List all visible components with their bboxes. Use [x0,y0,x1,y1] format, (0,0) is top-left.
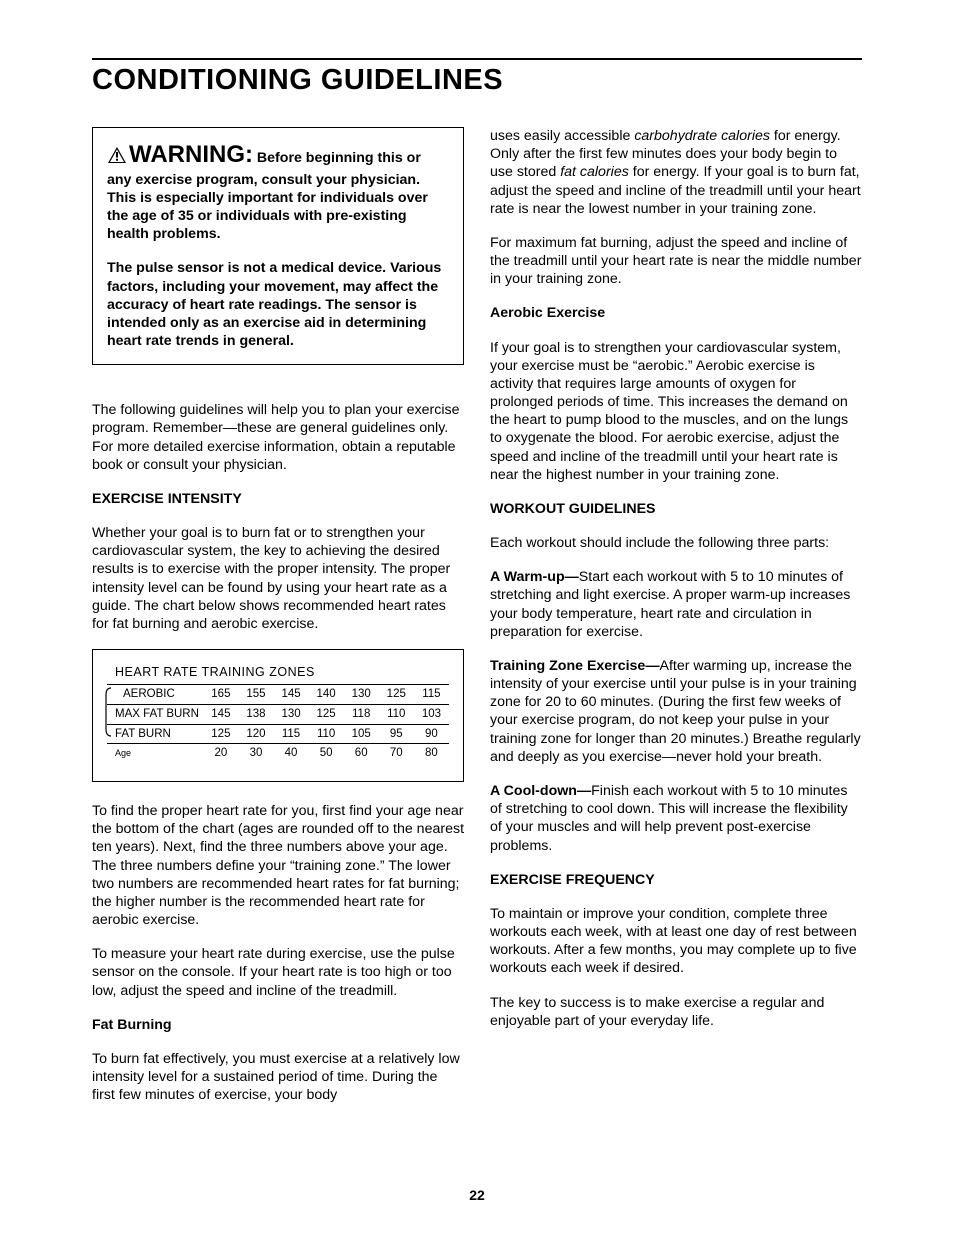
hr-cell: 103 [414,704,449,724]
para-tze: Training Zone Exercise—After warming up,… [490,657,862,766]
age-cell: 40 [274,744,309,763]
para-carb: uses easily accessible carbohydrate calo… [490,127,862,218]
para-fatburn: To burn fat effectively, you must exerci… [92,1050,464,1105]
row-label-fatburn: FAT BURN [107,724,203,744]
age-cell: 60 [344,744,379,763]
heading-exercise-intensity: EXERCISE INTENSITY [92,490,464,508]
row-label-aerobic: AEROBIC [115,688,175,700]
hr-cell: 145 [274,685,309,705]
left-column: WARNING: Before beginning this or any ex… [92,127,464,1104]
hr-cell: 90 [414,724,449,744]
hr-cell: 125 [309,704,344,724]
age-cell: 80 [414,744,449,763]
warning-box: WARNING: Before beginning this or any ex… [92,127,464,365]
para-intensity: Whether your goal is to burn fat or to s… [92,524,464,633]
bracket-icon [105,687,113,737]
hr-cell: 120 [238,724,273,744]
age-cell: 30 [238,744,273,763]
hr-cell: 138 [238,704,273,724]
hr-cell: 125 [203,724,238,744]
para-freq2: The key to success is to make exercise a… [490,994,862,1030]
heading-frequency: EXERCISE FREQUENCY [490,871,862,889]
para-find-hr: To find the proper heart rate for you, f… [92,802,464,929]
row-label-maxfat: MAX FAT BURN [107,704,203,724]
hr-cell: 110 [309,724,344,744]
warning-triangle-icon [107,146,127,169]
hr-cell: 105 [344,724,379,744]
hr-cell: 125 [379,685,414,705]
heading-workout-guidelines: WORKOUT GUIDELINES [490,500,862,518]
hr-cell: 118 [344,704,379,724]
heart-rate-chart: HEART RATE TRAINING ZONES AEROBIC 165 15… [92,649,464,782]
page-title: CONDITIONING GUIDELINES [92,64,862,97]
hr-cell: 165 [203,685,238,705]
chart-title: HEART RATE TRAINING ZONES [107,664,449,680]
para-freq1: To maintain or improve your condition, c… [490,905,862,978]
hr-cell: 140 [309,685,344,705]
age-cell: 70 [379,744,414,763]
intro-para: The following guidelines will help you t… [92,401,464,474]
hr-cell: 115 [414,685,449,705]
para-warmup: A Warm-up—Start each workout with 5 to 1… [490,568,862,641]
hr-cell: 130 [344,685,379,705]
heading-aerobic: Aerobic Exercise [490,304,862,322]
para-cooldown: A Cool-down—Finish each workout with 5 t… [490,782,862,855]
heart-rate-table: AEROBIC 165 155 145 140 130 125 115 MAX … [107,684,449,763]
para-measure: To measure your heart rate during exerci… [92,945,464,1000]
age-label: Age [107,744,203,763]
hr-cell: 115 [274,724,309,744]
para-maxfat: For maximum fat burning, adjust the spee… [490,234,862,289]
carb-ital: carbohydrate calories [634,128,770,144]
hr-cell: 155 [238,685,273,705]
hr-cell: 95 [379,724,414,744]
page-number: 22 [0,1187,954,1203]
hr-cell: 110 [379,704,414,724]
age-cell: 20 [203,744,238,763]
para-aerobic: If your goal is to strengthen your cardi… [490,339,862,484]
warning-p2: The pulse sensor is not a medical device… [107,259,449,350]
para-workout-intro: Each workout should include the followin… [490,534,862,552]
fat-ital: fat calories [560,164,629,180]
heading-fat-burning: Fat Burning [92,1016,464,1034]
right-column: uses easily accessible carbohydrate calo… [490,127,862,1104]
warning-word: WARNING: [129,141,253,168]
hr-cell: 130 [274,704,309,724]
hr-cell: 145 [203,704,238,724]
age-cell: 50 [309,744,344,763]
